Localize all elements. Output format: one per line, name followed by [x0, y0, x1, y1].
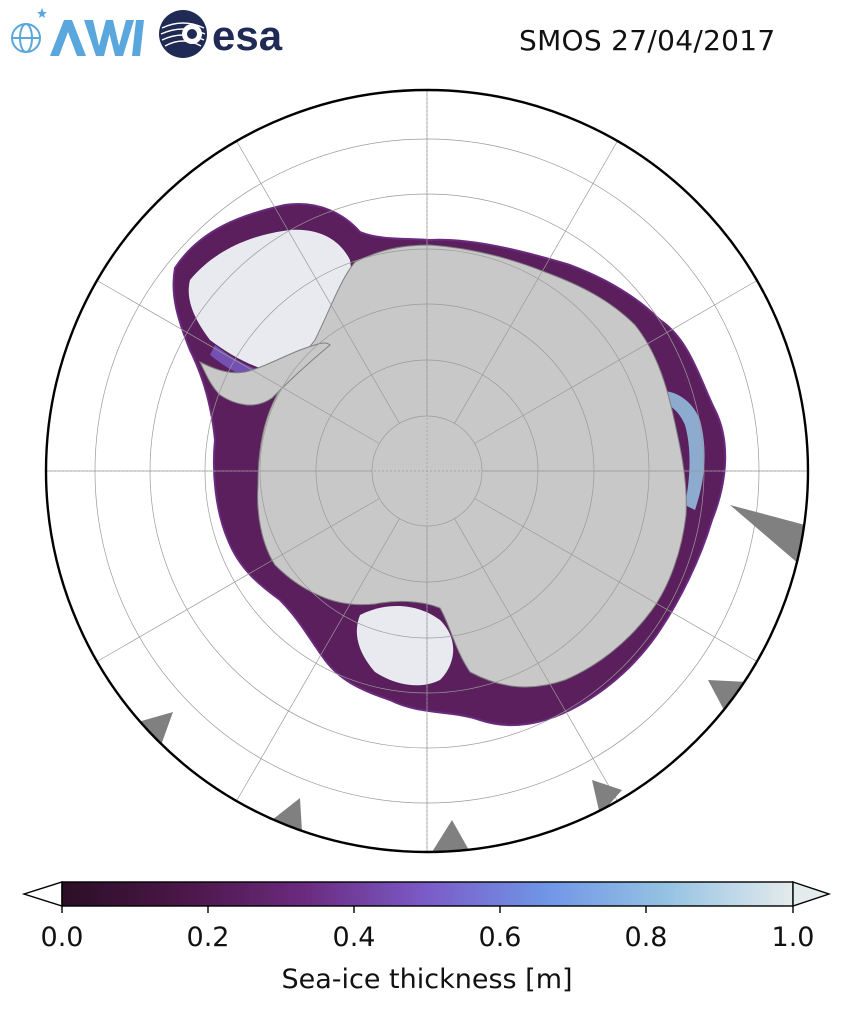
main-meridian-dashes: [46, 90, 808, 852]
esa-logo: esa: [159, 10, 283, 59]
colorbar-tick-label: 0.2: [186, 922, 230, 953]
star-icon: [37, 8, 47, 18]
colorbar-tick-label: 0.4: [332, 922, 376, 953]
no-data-wedges: [138, 505, 805, 852]
esa-wordmark: esa: [212, 12, 283, 59]
weddell-sea-ice: [188, 229, 352, 372]
colorbar-extend-min: [21, 881, 63, 907]
colorbar-extend-max: [792, 881, 832, 907]
map-boundary: [44, 88, 810, 854]
ross-sea-ice: [356, 605, 454, 686]
colorbar-tick-label: 0.8: [624, 922, 668, 953]
colorbar-gradient: [61, 881, 794, 907]
colorbar-tick-label: 1.0: [771, 922, 815, 953]
header: esa SMOS 27/04/2017: [0, 0, 854, 70]
map-title: SMOS 27/04/2017: [519, 24, 776, 57]
esa-emblem-icon: [159, 10, 207, 58]
colorbar-tick-label: 0.0: [40, 922, 84, 953]
polar-map: [44, 88, 810, 854]
colorbar: [21, 881, 832, 913]
antarctic-peninsula: [198, 342, 331, 406]
east-ice-patches: [650, 391, 705, 510]
globe-icon: [11, 23, 41, 53]
antarctica: [257, 244, 687, 688]
colorbar-tick-marks: [61, 906, 794, 913]
colorbar-tick-label: 0.6: [478, 922, 522, 953]
colorbar-label: Sea-ice thickness [m]: [281, 964, 573, 995]
awi-logo: [11, 8, 144, 56]
longitude-gridlines: [46, 90, 808, 852]
